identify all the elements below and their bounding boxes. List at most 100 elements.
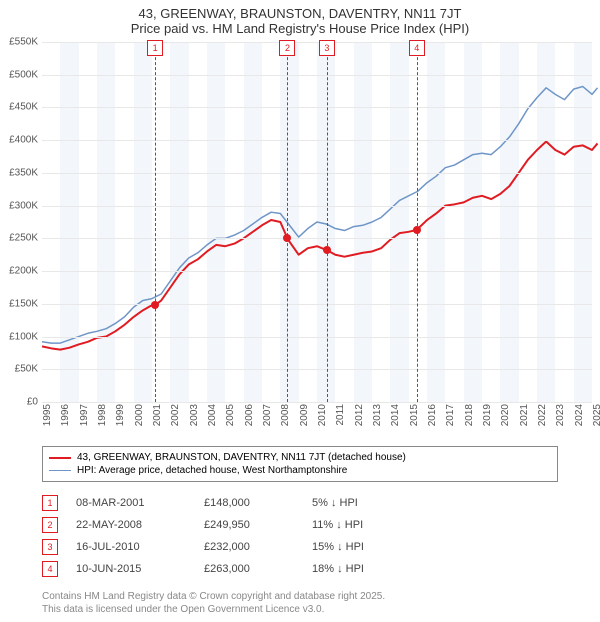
gridline-h <box>42 75 592 76</box>
x-tick-label: 2006 <box>244 404 255 426</box>
x-tick-label: 2024 <box>574 404 585 426</box>
title-line-1: 43, GREENWAY, BRAUNSTON, DAVENTRY, NN11 … <box>0 6 600 21</box>
y-tick-label: £150K <box>9 298 38 309</box>
sale-row-date: 10-JUN-2015 <box>76 563 186 575</box>
y-tick-label: £500K <box>9 69 38 80</box>
x-tick-label: 1995 <box>42 404 53 426</box>
x-tick-label: 2000 <box>134 404 145 426</box>
y-tick-label: £250K <box>9 233 38 244</box>
sale-marker-box: 3 <box>319 40 335 56</box>
x-tick-label: 2025 <box>592 404 600 426</box>
sale-row: 4 10-JUN-2015 £263,000 18% ↓ HPI <box>42 558 558 580</box>
x-tick-label: 1998 <box>97 404 108 426</box>
sale-row-delta: 11% ↓ HPI <box>312 519 412 531</box>
y-tick-label: £0 <box>27 397 38 408</box>
title-line-2: Price paid vs. HM Land Registry's House … <box>0 21 600 36</box>
x-tick-label: 2019 <box>482 404 493 426</box>
x-tick-label: 1999 <box>115 404 126 426</box>
x-tick-label: 2009 <box>299 404 310 426</box>
gridline-h <box>42 369 592 370</box>
sale-row-index: 3 <box>42 539 58 555</box>
gridline-h <box>42 238 592 239</box>
sale-row-date: 22-MAY-2008 <box>76 519 186 531</box>
plot-area: £0£50K£100K£150K£200K£250K£300K£350K£400… <box>42 42 592 402</box>
y-tick-label: £450K <box>9 102 38 113</box>
y-tick-label: £100K <box>9 331 38 342</box>
x-tick-label: 2018 <box>464 404 475 426</box>
sale-marker-dot <box>151 301 159 309</box>
x-tick-label: 2001 <box>152 404 163 426</box>
gridline-h <box>42 107 592 108</box>
y-tick-label: £50K <box>15 364 38 375</box>
x-tick-label: 2016 <box>427 404 438 426</box>
sale-row: 3 16-JUL-2010 £232,000 15% ↓ HPI <box>42 536 558 558</box>
gridline-h <box>42 140 592 141</box>
y-axis: £0£50K£100K£150K£200K£250K£300K£350K£400… <box>0 42 42 402</box>
x-tick-label: 2017 <box>445 404 456 426</box>
y-tick-label: £550K <box>9 37 38 48</box>
x-tick-label: 2011 <box>335 404 346 426</box>
sale-row-index: 1 <box>42 495 58 511</box>
x-tick-label: 2010 <box>317 404 328 426</box>
x-tick-label: 2021 <box>519 404 530 426</box>
sale-row-date: 16-JUL-2010 <box>76 541 186 553</box>
line-series-svg <box>42 42 592 402</box>
sale-marker-dot <box>323 246 331 254</box>
x-tick-label: 2004 <box>207 404 218 426</box>
legend: 43, GREENWAY, BRAUNSTON, DAVENTRY, NN11 … <box>42 446 558 482</box>
x-tick-label: 2013 <box>372 404 383 426</box>
sale-row-delta: 18% ↓ HPI <box>312 563 412 575</box>
sale-row-price: £232,000 <box>204 541 294 553</box>
sale-row-delta: 5% ↓ HPI <box>312 497 412 509</box>
legend-label-property: 43, GREENWAY, BRAUNSTON, DAVENTRY, NN11 … <box>77 452 406 463</box>
gridline-h <box>42 206 592 207</box>
y-tick-label: £300K <box>9 200 38 211</box>
title-block: 43, GREENWAY, BRAUNSTON, DAVENTRY, NN11 … <box>0 0 600 36</box>
sale-marker-box: 4 <box>409 40 425 56</box>
sale-marker-box: 2 <box>279 40 295 56</box>
sale-marker-line <box>155 42 156 402</box>
x-tick-label: 2002 <box>170 404 181 426</box>
legend-swatch-hpi <box>49 470 71 471</box>
x-tick-label: 2003 <box>189 404 200 426</box>
x-tick-label: 2007 <box>262 404 273 426</box>
sale-row-price: £249,950 <box>204 519 294 531</box>
x-tick-label: 2008 <box>280 404 291 426</box>
legend-row-property: 43, GREENWAY, BRAUNSTON, DAVENTRY, NN11 … <box>49 451 551 464</box>
x-tick-label: 2022 <box>537 404 548 426</box>
gridline-h <box>42 271 592 272</box>
gridline-h <box>42 304 592 305</box>
x-tick-label: 2012 <box>354 404 365 426</box>
gridline-h <box>42 337 592 338</box>
sale-row-delta: 15% ↓ HPI <box>312 541 412 553</box>
sale-row-index: 2 <box>42 517 58 533</box>
footnote-line-1: Contains HM Land Registry data © Crown c… <box>42 590 558 603</box>
sale-row-price: £263,000 <box>204 563 294 575</box>
y-tick-label: £200K <box>9 266 38 277</box>
legend-label-hpi: HPI: Average price, detached house, West… <box>77 465 347 476</box>
sale-marker-box: 1 <box>147 40 163 56</box>
gridline-h <box>42 173 592 174</box>
x-tick-label: 2014 <box>390 404 401 426</box>
sale-marker-dot <box>413 226 421 234</box>
sale-marker-dot <box>283 234 291 242</box>
sale-marker-line <box>287 42 288 402</box>
sale-row-price: £148,000 <box>204 497 294 509</box>
sale-row: 2 22-MAY-2008 £249,950 11% ↓ HPI <box>42 514 558 536</box>
chart-container: 43, GREENWAY, BRAUNSTON, DAVENTRY, NN11 … <box>0 0 600 616</box>
footnote-line-2: This data is licensed under the Open Gov… <box>42 603 558 616</box>
sale-marker-line <box>417 42 418 402</box>
x-tick-label: 1996 <box>60 404 71 426</box>
sale-row-date: 08-MAR-2001 <box>76 497 186 509</box>
x-axis: 1995 1996 1997 1998 1999 2000 2001 2002 2003 2004… <box>42 402 592 440</box>
footnote: Contains HM Land Registry data © Crown c… <box>42 590 558 616</box>
sale-row: 1 08-MAR-2001 £148,000 5% ↓ HPI <box>42 492 558 514</box>
x-tick-label: 2020 <box>500 404 511 426</box>
legend-row-hpi: HPI: Average price, detached house, West… <box>49 464 551 477</box>
sales-table: 1 08-MAR-2001 £148,000 5% ↓ HPI 2 22-MAY-2008… <box>42 492 558 580</box>
sale-row-index: 4 <box>42 561 58 577</box>
sale-marker-line <box>327 42 328 402</box>
y-tick-label: £400K <box>9 135 38 146</box>
gridline-h <box>42 42 592 43</box>
x-tick-label: 1997 <box>79 404 90 426</box>
